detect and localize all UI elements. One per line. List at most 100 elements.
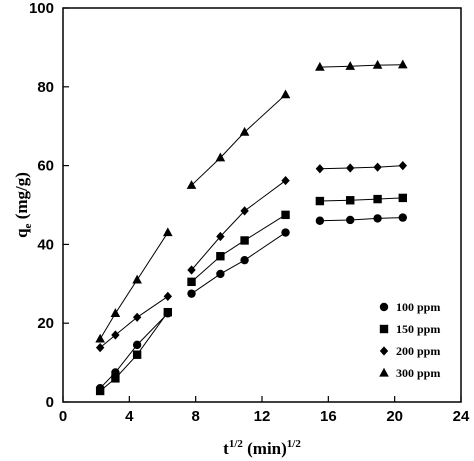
- data-point: [163, 307, 173, 317]
- data-point: [163, 291, 173, 302]
- legend-marker: [379, 302, 389, 312]
- data-point: [132, 350, 142, 359]
- legend-label: 100 ppm: [396, 300, 440, 314]
- data-point: [215, 152, 226, 162]
- data-point: [111, 330, 120, 340]
- x-axis-title: t1/2 (min)1/2: [223, 438, 301, 458]
- series-line: [319, 197, 403, 202]
- data-point: [281, 228, 290, 237]
- x-tick-label: 24: [453, 408, 470, 425]
- y-tick-label: 100: [29, 0, 54, 17]
- data-point: [280, 89, 291, 99]
- data-point: [398, 161, 407, 171]
- y-tick-label: 0: [46, 394, 54, 411]
- data-point: [186, 180, 197, 189]
- series-line: [319, 165, 403, 170]
- data-point: [345, 61, 356, 70]
- series-layer: [95, 59, 408, 396]
- y-tick-label: 60: [37, 158, 54, 175]
- y-axis-title-base: q: [12, 228, 31, 238]
- data-point: [315, 196, 325, 206]
- data-point: [281, 175, 290, 186]
- data-point: [373, 162, 382, 172]
- legend: 100 ppm 150 ppm 200 ppm 300 ppm: [379, 300, 440, 380]
- data-point: [216, 252, 225, 261]
- legend-item: 150 ppm: [379, 322, 440, 336]
- legend-item: 200 ppm: [379, 344, 440, 358]
- data-point: [110, 308, 121, 317]
- series-100-ppm: [95, 213, 407, 393]
- y-axis-title-base-sub: e: [22, 223, 34, 228]
- series-line: [191, 94, 286, 186]
- data-point: [398, 193, 407, 203]
- data-point: [315, 61, 325, 71]
- series-line: [191, 214, 286, 283]
- series-line: [319, 64, 403, 68]
- data-point: [163, 227, 173, 237]
- data-point: [187, 265, 196, 275]
- y-axis-title: qe (mg/g): [12, 172, 34, 238]
- data-point: [240, 236, 249, 245]
- y-tick-label: 80: [37, 79, 54, 96]
- series-line: [99, 232, 169, 340]
- series-150-ppm: [95, 193, 407, 396]
- legend-item: 100 ppm: [379, 300, 440, 314]
- data-point: [95, 386, 105, 396]
- data-point: [372, 59, 383, 69]
- x-axis-title-base-sup: 1/2: [229, 438, 244, 450]
- x-tick-label: 0: [59, 408, 67, 425]
- data-point: [216, 231, 225, 242]
- data-point: [187, 277, 196, 287]
- legend-label: 300 ppm: [396, 366, 440, 380]
- data-point: [95, 343, 105, 353]
- legend-marker: [379, 324, 389, 334]
- x-tick-label: 8: [191, 408, 199, 425]
- x-tick-label: 16: [320, 408, 337, 425]
- x-axis-title-rest: (min): [243, 439, 287, 458]
- data-point: [346, 196, 355, 205]
- y-axis-title-rest: (mg/g): [12, 172, 31, 223]
- data-point: [373, 214, 382, 223]
- legend-label: 200 ppm: [396, 344, 440, 358]
- legend-label: 150 ppm: [396, 322, 440, 336]
- data-point: [281, 210, 290, 220]
- data-point: [216, 269, 225, 279]
- legend-marker: [379, 346, 389, 356]
- x-tick-label: 12: [254, 408, 271, 425]
- axis-ticks: [62, 7, 462, 403]
- data-point: [95, 333, 105, 343]
- data-point: [132, 340, 142, 350]
- data-point: [239, 126, 250, 136]
- data-point: [397, 59, 408, 69]
- legend-item: 300 ppm: [379, 366, 440, 380]
- data-point: [132, 312, 142, 322]
- series-line: [99, 295, 169, 349]
- legend-marker: [379, 367, 389, 377]
- data-point: [398, 213, 407, 222]
- series-200-ppm: [95, 161, 407, 353]
- x-axis-title-rest-sup: 1/2: [287, 438, 302, 450]
- x-axis-title-base: t: [223, 439, 229, 458]
- axis-tick-labels: 0 4 8 12 16 20 24 0 20 40 60 80 100: [29, 0, 470, 425]
- y-tick-label: 40: [37, 236, 54, 253]
- data-point: [315, 216, 325, 225]
- series-line: [99, 311, 169, 392]
- series-line: [191, 232, 286, 295]
- data-point: [373, 194, 382, 204]
- data-point: [132, 274, 142, 284]
- series-line: [319, 217, 403, 222]
- y-tick-label: 20: [37, 315, 54, 332]
- data-point: [315, 164, 325, 174]
- data-point: [111, 374, 120, 383]
- series-line: [191, 180, 286, 271]
- series-line: [99, 313, 169, 389]
- series-300-ppm: [95, 59, 408, 343]
- data-point: [240, 206, 249, 216]
- x-tick-label: 20: [386, 408, 403, 425]
- data-point: [346, 163, 355, 173]
- data-point: [187, 289, 196, 298]
- x-tick-label: 4: [125, 408, 134, 425]
- data-point: [240, 255, 249, 265]
- data-point: [346, 215, 355, 225]
